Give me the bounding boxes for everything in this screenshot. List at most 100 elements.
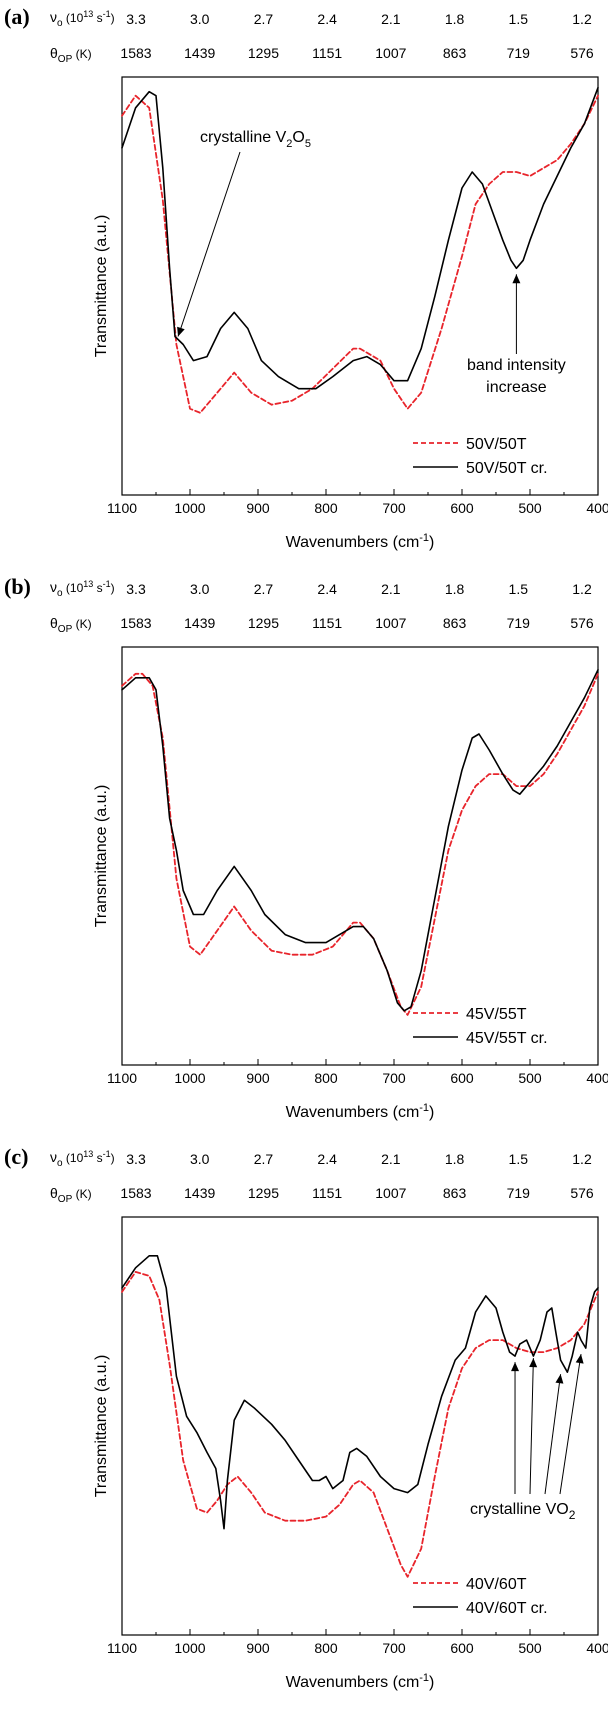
top-axis-nu-tick: 2.7 — [254, 1151, 274, 1167]
annotation-band-intensity-2: increase — [486, 379, 547, 396]
top-axis-nu-tick: 3.0 — [190, 11, 210, 27]
top-axis-theta-tick: 576 — [570, 1185, 594, 1201]
top-axis-theta-tick: 863 — [443, 45, 467, 61]
annotation-arrow — [559, 1354, 582, 1495]
top-axis-theta-tick: 719 — [507, 45, 531, 61]
legend-label: 50V/50T — [466, 436, 527, 453]
top-axis-theta-label: θOP (K) — [50, 45, 92, 65]
legend-label: 50V/50T cr. — [466, 460, 548, 477]
panel-label: (c) — [4, 1144, 28, 1169]
annotation-arrow — [544, 1374, 562, 1495]
x-axis-label: Wavenumbers (cm-1) — [286, 1672, 435, 1691]
x-tick-label: 1100 — [107, 1640, 137, 1656]
series-line-as-deposited — [121, 94, 599, 414]
top-axis-nu-label: νo (1013 s-1) — [50, 1149, 115, 1169]
top-axis-nu-tick: 2.7 — [254, 581, 274, 597]
top-axis-theta-tick: 1583 — [120, 615, 151, 631]
top-axis-nu-tick: 1.5 — [509, 1151, 529, 1167]
top-axis-theta-tick: 719 — [507, 615, 531, 631]
x-tick-label: 500 — [518, 1070, 542, 1086]
x-tick-label: 800 — [314, 1070, 338, 1086]
top-axis-nu-tick: 1.8 — [445, 581, 465, 597]
x-tick-label: 1100 — [107, 1070, 137, 1086]
x-axis-label: Wavenumbers (cm-1) — [286, 532, 435, 551]
series-line-crystallized — [121, 86, 599, 390]
top-axis-theta-tick: 1295 — [248, 1185, 279, 1201]
top-axis-nu-tick: 1.5 — [509, 11, 529, 27]
series-line-as-deposited — [121, 1271, 599, 1578]
top-axis-nu-tick: 3.3 — [126, 1151, 146, 1167]
x-tick-label: 900 — [246, 500, 270, 516]
top-axis-theta-tick: 1583 — [120, 45, 151, 61]
annotation-arrow — [177, 151, 241, 337]
x-tick-label: 400 — [586, 1070, 608, 1086]
y-axis-label: Transmittance (a.u.) — [93, 785, 110, 928]
annotation-arrow — [529, 1358, 534, 1495]
top-axis-nu-tick: 2.1 — [381, 581, 401, 597]
x-tick-label: 900 — [246, 1640, 270, 1656]
top-axis-theta-tick: 1151 — [312, 615, 342, 631]
top-axis-theta-tick: 1583 — [120, 1185, 151, 1201]
top-axis-nu-tick: 3.3 — [126, 11, 146, 27]
x-tick-label: 400 — [586, 500, 608, 516]
top-axis-nu-tick: 2.1 — [381, 11, 401, 27]
top-axis-theta-tick: 1439 — [184, 45, 215, 61]
top-axis-nu-tick: 1.8 — [445, 1151, 465, 1167]
y-axis-label: Transmittance (a.u.) — [93, 215, 110, 358]
panel-label: (b) — [4, 574, 31, 599]
panel-label: (a) — [4, 4, 30, 29]
annotation-arrowhead — [529, 1358, 538, 1368]
top-axis-theta-tick: 1007 — [375, 1185, 406, 1201]
top-axis-theta-tick: 576 — [570, 615, 594, 631]
annotation-arrowhead — [555, 1374, 564, 1384]
top-axis-theta-tick: 1007 — [375, 615, 406, 631]
chart-panel-1: (a) νo (1013 s-1) θOP (K) 3.3 1583 3.0 1439 2.7… — [4, 4, 608, 551]
annotation-arrowhead — [512, 274, 521, 284]
chart-panel-3: (c) νo (1013 s-1) θOP (K) 3.3 1583 3.0 1439 2.7… — [4, 1144, 608, 1691]
x-tick-label: 800 — [314, 1640, 338, 1656]
top-axis-nu-tick: 2.1 — [381, 1151, 401, 1167]
x-tick-label: 1000 — [174, 1070, 205, 1086]
top-axis-nu-tick: 2.4 — [317, 1151, 337, 1167]
top-axis-nu-label: νo (1013 s-1) — [50, 9, 115, 29]
x-axis-label: Wavenumbers (cm-1) — [286, 1102, 435, 1121]
series-line-crystallized — [121, 1255, 599, 1530]
top-axis-nu-tick: 1.8 — [445, 11, 465, 27]
x-tick-label: 600 — [450, 1070, 474, 1086]
top-axis-theta-tick: 1439 — [184, 615, 215, 631]
x-tick-label: 400 — [586, 1640, 608, 1656]
top-axis-nu-tick: 1.5 — [509, 581, 529, 597]
x-tick-label: 1000 — [174, 1640, 205, 1656]
x-tick-label: 700 — [382, 1070, 406, 1086]
annotation-arrowhead — [575, 1354, 584, 1364]
top-axis-theta-label: θOP (K) — [50, 1185, 92, 1205]
top-axis-theta-tick: 863 — [443, 1185, 467, 1201]
top-axis-nu-tick: 1.2 — [572, 11, 592, 27]
x-tick-label: 900 — [246, 1070, 270, 1086]
top-axis-nu-tick: 2.4 — [317, 581, 337, 597]
top-axis-nu-tick: 1.2 — [572, 1151, 592, 1167]
y-axis-label: Transmittance (a.u.) — [93, 1355, 110, 1498]
top-axis-theta-label: θOP (K) — [50, 615, 92, 635]
x-tick-label: 600 — [450, 500, 474, 516]
annotation-band-intensity: band intensity — [467, 357, 566, 374]
top-axis-nu-label: νo (1013 s-1) — [50, 579, 115, 599]
top-axis-nu-tick: 1.2 — [572, 581, 592, 597]
x-tick-label: 1100 — [107, 500, 137, 516]
top-axis-theta-tick: 1151 — [312, 1185, 342, 1201]
annotation-arrowhead — [511, 1362, 520, 1372]
legend-label: 45V/55T — [466, 1006, 527, 1023]
x-tick-label: 700 — [382, 1640, 406, 1656]
x-tick-label: 1000 — [174, 500, 205, 516]
top-axis-nu-tick: 2.7 — [254, 11, 274, 27]
legend-label: 45V/55T cr. — [466, 1030, 548, 1047]
annotation-crystalline-vo2: crystalline VO2 — [470, 1501, 576, 1522]
x-tick-label: 500 — [518, 1640, 542, 1656]
annotation-crystalline-v2o5: crystalline V2O5 — [200, 129, 311, 150]
top-axis-theta-tick: 1007 — [375, 45, 406, 61]
legend-label: 40V/60T cr. — [466, 1600, 548, 1617]
top-axis-nu-tick: 3.0 — [190, 1151, 210, 1167]
top-axis-nu-tick: 2.4 — [317, 11, 337, 27]
top-axis-nu-tick: 3.3 — [126, 581, 146, 597]
top-axis-theta-tick: 863 — [443, 615, 467, 631]
